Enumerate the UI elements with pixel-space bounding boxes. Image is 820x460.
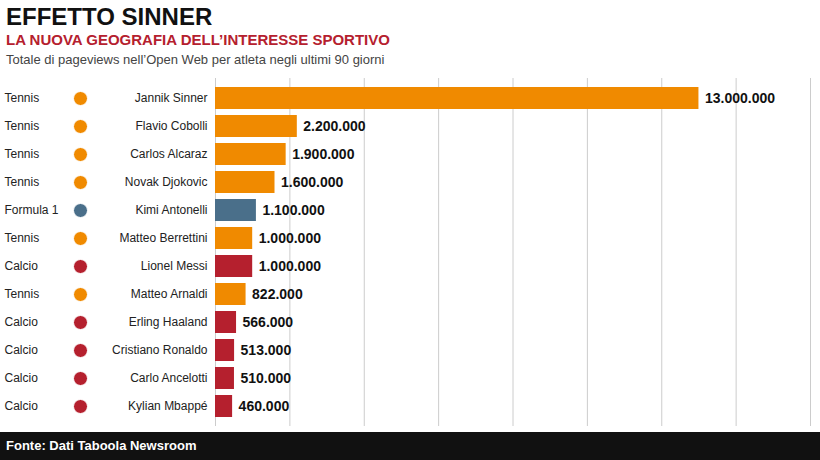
svg-text:Calcio: Calcio	[5, 315, 39, 329]
svg-text:Tennis: Tennis	[5, 91, 40, 105]
svg-text:1.000.000: 1.000.000	[259, 258, 321, 274]
svg-text:1.600.000: 1.600.000	[281, 174, 343, 190]
svg-text:Calcio: Calcio	[5, 343, 39, 357]
svg-text:Jannik Sinner: Jannik Sinner	[135, 91, 208, 105]
svg-text:Erling Haaland: Erling Haaland	[129, 315, 208, 329]
html-text:LA NUOVA GEOGRAFIA DELL’INTERE: LA NUOVA GEOGRAFIA DELL’INTERESSE SPORTI…	[6, 31, 390, 48]
svg-text:Kylian Mbappé: Kylian Mbappé	[128, 399, 208, 413]
svg-text:2.200.000: 2.200.000	[303, 118, 365, 134]
svg-text:13.000.000: 13.000.000	[705, 90, 775, 106]
svg-text:Lionel Messi: Lionel Messi	[141, 259, 208, 273]
svg-text:1.100.000: 1.100.000	[262, 202, 324, 218]
html-text:EFFETTO SINNER: EFFETTO SINNER	[6, 3, 213, 30]
svg-text:Tennis: Tennis	[5, 287, 40, 301]
svg-text:460.000: 460.000	[239, 398, 290, 414]
svg-text:513.000: 513.000	[241, 342, 292, 358]
svg-text:Matteo Berrettini: Matteo Berrettini	[119, 231, 207, 245]
svg-text:Tennis: Tennis	[5, 147, 40, 161]
html-text:Totale di pageviews nell’Open: Totale di pageviews nell’Open Web per at…	[6, 52, 385, 67]
svg-text:Carlos Alcaraz: Carlos Alcaraz	[130, 147, 207, 161]
svg-text:Calcio: Calcio	[5, 259, 39, 273]
svg-text:Kimi Antonelli: Kimi Antonelli	[135, 203, 207, 217]
svg-text:Formula 1: Formula 1	[5, 203, 59, 217]
svg-text:Carlo Ancelotti: Carlo Ancelotti	[130, 371, 207, 385]
svg-text:Flavio Cobolli: Flavio Cobolli	[135, 119, 207, 133]
svg-text:Cristiano Ronaldo: Cristiano Ronaldo	[112, 343, 208, 357]
svg-text:Matteo Arnaldi: Matteo Arnaldi	[131, 287, 208, 301]
svg-text:Tennis: Tennis	[5, 175, 40, 189]
svg-text:Tennis: Tennis	[5, 231, 40, 245]
svg-text:510.000: 510.000	[240, 370, 291, 386]
html-text:Fonte: Dati Taboola Newsroom: Fonte: Dati Taboola Newsroom	[6, 438, 197, 453]
svg-text:1.900.000: 1.900.000	[292, 146, 354, 162]
svg-text:822.000: 822.000	[252, 286, 303, 302]
svg-text:Tennis: Tennis	[5, 119, 40, 133]
svg-text:Novak Djokovic: Novak Djokovic	[125, 175, 208, 189]
svg-text:566.000: 566.000	[243, 314, 294, 330]
svg-text:Calcio: Calcio	[5, 399, 39, 413]
svg-text:1.000.000: 1.000.000	[259, 230, 321, 246]
svg-text:Calcio: Calcio	[5, 371, 39, 385]
